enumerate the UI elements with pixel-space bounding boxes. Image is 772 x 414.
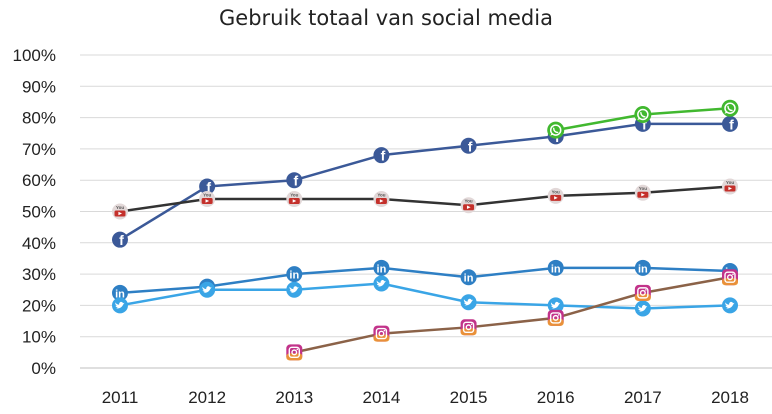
series-twitter xyxy=(112,275,738,317)
data-point-facebook facebook-icon: f xyxy=(286,172,303,189)
svg-text:in: in xyxy=(638,263,648,275)
x-tick-label: 2014 xyxy=(363,388,401,407)
data-point-twitter twitter-icon xyxy=(547,297,564,314)
data-point-linkedin linkedin-icon: in xyxy=(460,269,477,286)
svg-text:f: f xyxy=(468,138,473,154)
x-axis-ticks: 2011 2012 2013 2014 2015 2016 2017 2018 xyxy=(102,388,749,407)
svg-text:You: You xyxy=(290,192,298,197)
x-tick-label: 2013 xyxy=(275,388,313,407)
svg-text:f: f xyxy=(642,116,647,132)
series-facebook: ffffffff xyxy=(112,115,738,248)
chart-title: Gebruik totaal van social media xyxy=(219,6,553,30)
y-tick-label: 100% xyxy=(13,46,56,65)
series-layer: ffffffffYouYouYouYouYouYouYouYouinininin… xyxy=(112,99,739,361)
data-point-twitter twitter-icon xyxy=(460,294,477,311)
y-tick-label: 20% xyxy=(22,296,56,315)
data-point-twitter twitter-icon xyxy=(112,297,128,314)
data-point-twitter twitter-icon xyxy=(373,275,390,292)
y-tick-label: 50% xyxy=(22,203,56,222)
svg-text:f: f xyxy=(381,148,386,164)
x-tick-label: 2015 xyxy=(450,388,488,407)
svg-text:You: You xyxy=(726,180,734,185)
y-tick-label: 10% xyxy=(22,328,56,347)
data-point-twitter twitter-icon xyxy=(286,281,303,298)
svg-text:You: You xyxy=(116,205,124,210)
y-tick-label: 80% xyxy=(22,109,56,128)
data-point-instagram instagram-icon xyxy=(286,344,303,361)
data-point-youtube youtube-icon: You xyxy=(547,187,564,204)
data-point-instagram instagram-icon xyxy=(722,269,738,286)
x-tick-label: 2017 xyxy=(624,388,662,407)
x-tick-label: 2012 xyxy=(188,388,226,407)
series-youtube: You You You You You You You You xyxy=(112,178,738,220)
data-point-facebook facebook-icon: f xyxy=(112,231,128,248)
series-line-linkedin xyxy=(119,266,731,295)
y-tick-label: 40% xyxy=(22,234,56,253)
svg-text:in: in xyxy=(464,273,474,285)
data-point-youtube youtube-icon: You xyxy=(634,184,651,201)
data-point-facebook facebook-icon: f xyxy=(199,178,216,195)
x-tick-label: 2016 xyxy=(537,388,575,407)
data-point-linkedin linkedin-icon: in xyxy=(286,266,303,283)
svg-text:in: in xyxy=(115,288,125,300)
gridlines xyxy=(80,54,772,369)
data-point-twitter twitter-icon xyxy=(199,281,216,298)
svg-text:You: You xyxy=(377,192,385,197)
svg-text:You: You xyxy=(639,186,647,191)
series-line-twitter xyxy=(119,282,731,310)
series-line-youtube xyxy=(119,185,731,213)
data-point-instagram instagram-icon xyxy=(373,325,390,342)
data-point-youtube youtube-icon: You xyxy=(112,203,128,220)
y-tick-label: 30% xyxy=(22,265,56,284)
data-point-twitter twitter-icon xyxy=(634,300,651,317)
svg-text:You: You xyxy=(203,192,211,197)
data-point-linkedin linkedin-icon: in xyxy=(547,259,564,276)
y-axis-ticks: 0% 10% 20% 30% 40% 50% 60% 70% 80% 90% 100% xyxy=(13,46,56,378)
data-point-facebook facebook-icon: f xyxy=(722,115,738,132)
data-point-youtube youtube-icon: You xyxy=(722,178,738,195)
data-point-youtube youtube-icon: You xyxy=(199,190,216,207)
data-point-facebook facebook-icon: f xyxy=(460,137,477,154)
series-line-facebook xyxy=(119,122,730,241)
series-whatsapp xyxy=(547,99,739,139)
svg-text:f: f xyxy=(119,232,124,248)
data-point-youtube youtube-icon: You xyxy=(286,190,303,207)
data-point-linkedin linkedin-icon: in xyxy=(112,284,128,301)
y-tick-label: 0% xyxy=(31,359,56,378)
data-point-instagram instagram-icon xyxy=(634,284,651,301)
svg-text:f: f xyxy=(293,173,298,189)
y-tick-label: 60% xyxy=(22,171,56,190)
svg-text:in: in xyxy=(289,270,299,282)
svg-text:You: You xyxy=(552,189,560,194)
series-line-instagram xyxy=(294,275,731,354)
data-point-youtube youtube-icon: You xyxy=(460,197,477,214)
data-point-instagram instagram-icon xyxy=(547,309,564,326)
svg-text:You: You xyxy=(464,199,472,204)
data-point-whatsapp whatsapp-icon xyxy=(547,121,565,139)
data-point-linkedin linkedin-icon: in xyxy=(634,259,651,276)
x-tick-label: 2011 xyxy=(102,388,139,407)
svg-text:in: in xyxy=(551,263,561,275)
data-point-facebook facebook-icon: f xyxy=(373,147,390,164)
data-point-youtube youtube-icon: You xyxy=(373,190,390,207)
series-instagram xyxy=(286,269,738,361)
data-point-whatsapp whatsapp-icon xyxy=(634,105,652,123)
svg-text:in: in xyxy=(377,263,387,275)
data-point-twitter twitter-icon xyxy=(722,297,738,314)
x-tick-label: 2018 xyxy=(711,388,749,407)
data-point-linkedin linkedin-icon: in xyxy=(373,259,390,276)
svg-text:f: f xyxy=(206,179,211,195)
y-tick-label: 70% xyxy=(22,140,56,159)
data-point-instagram instagram-icon xyxy=(460,319,477,336)
y-tick-label: 90% xyxy=(22,77,56,96)
data-point-whatsapp whatsapp-icon xyxy=(721,99,739,117)
svg-text:f: f xyxy=(729,116,734,132)
